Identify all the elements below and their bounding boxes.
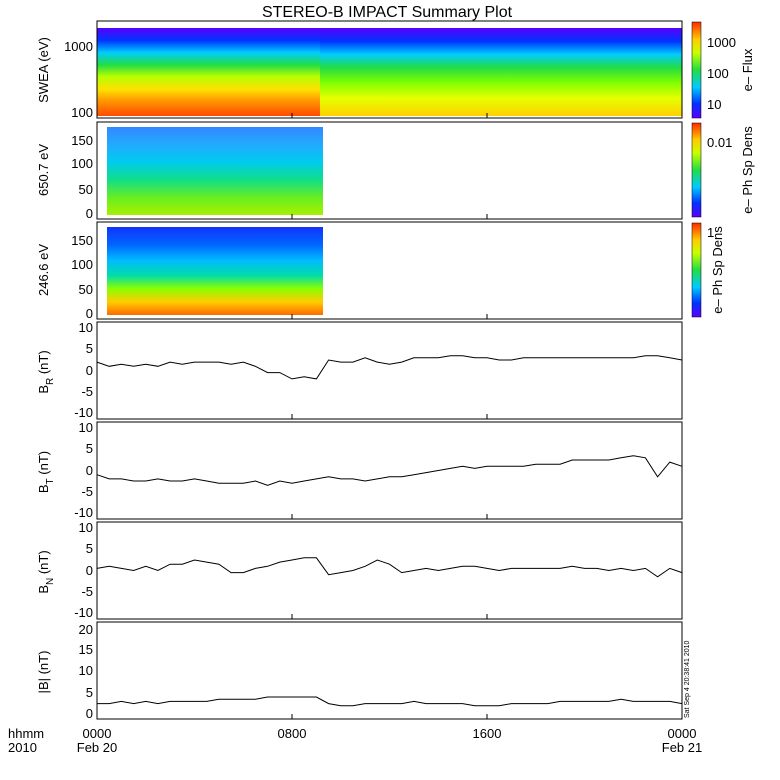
swea-frame <box>96 20 683 119</box>
bmag-frame <box>96 621 683 720</box>
x-tick-label: 0000 <box>668 726 697 741</box>
pad650-ytick: 150 <box>71 133 93 148</box>
bn-ytick: 10 <box>79 520 93 535</box>
bt-ylabel: BT (nT) <box>36 451 56 493</box>
swea-spectrogram-early <box>97 28 320 116</box>
bt-ytick: -10 <box>74 505 93 520</box>
pad246-ylabel: 246.6 eV <box>36 244 51 296</box>
pad650-cbar-tick: 0.01 <box>707 135 732 150</box>
br-ytick: -10 <box>74 405 93 420</box>
x-tick-label: 0000 <box>83 726 112 741</box>
bmag-ytick: 0 <box>86 706 93 721</box>
br-ytick: -5 <box>81 384 93 399</box>
swea-cbar-tick: 10 <box>707 97 721 112</box>
x-tick-date-label: Feb 21 <box>662 740 702 755</box>
x-tick-label: 0800 <box>278 726 307 741</box>
br-frame <box>96 321 683 420</box>
bt-frame <box>96 421 683 520</box>
panel-swea: SWEA (eV) 1000 100 1000 100 10 e– Flux <box>36 20 755 120</box>
bn-frame <box>96 521 683 620</box>
pad650-ytick: 0 <box>86 206 93 221</box>
bmag-ytick: 10 <box>79 663 93 678</box>
bn-ylabel: BN (nT) <box>36 550 56 593</box>
bt-ytick: 5 <box>86 441 93 456</box>
bt-trace <box>96 455 683 486</box>
pad246-ytick: 50 <box>79 282 93 297</box>
swea-ylabel: SWEA (eV) <box>36 37 51 103</box>
panel-pad-650: 650.7 eV 150 100 50 0 0.01 e– Ph Sp Dens <box>36 121 755 221</box>
pad246-ytick: 0 <box>86 306 93 321</box>
swea-ytick: 100 <box>71 105 93 120</box>
bt-ytick: -5 <box>81 484 93 499</box>
pad650-frame <box>96 121 683 220</box>
br-ylabel-sub: R <box>45 378 56 385</box>
bmag-ylabel: |B| (nT) <box>36 651 51 694</box>
bn-ylabel-sub: N <box>45 578 56 585</box>
pad246-ytick: 150 <box>71 233 93 248</box>
br-ytick: 0 <box>86 363 93 378</box>
br-ytick: 10 <box>79 320 93 335</box>
bt-ytick: 10 <box>79 420 93 435</box>
panel-bn: BN (nT) 10 5 0 -5 -10 <box>36 520 683 620</box>
pad246-frame <box>96 221 683 320</box>
swea-cbar-tick: 1000 <box>707 35 736 50</box>
bn-ytick: -10 <box>74 605 93 620</box>
br-ylabel-main: B <box>36 385 51 394</box>
bt-ylabel-sub: T <box>45 478 56 484</box>
br-ylabel: BR (nT) <box>36 350 56 393</box>
pad650-cbar-label: e– Ph Sp Dens <box>740 126 755 214</box>
pad650-ytick: 100 <box>71 156 93 171</box>
br-ytick: 5 <box>86 341 93 356</box>
bn-ytick: 5 <box>86 541 93 556</box>
x-axis-left-label-1: hhmm <box>8 726 44 741</box>
pad650-colorbar <box>691 122 702 218</box>
panel-bt: BT (nT) 10 5 0 -5 -10 <box>36 420 683 520</box>
bmag-ytick: 15 <box>79 642 93 657</box>
x-axis-left-label-2: 2010 <box>8 740 37 755</box>
x-tick-label: 1600 <box>473 726 502 741</box>
bn-ytick: -5 <box>81 584 93 599</box>
bt-ylabel-main: B <box>36 484 51 493</box>
bn-ytick: 0 <box>86 563 93 578</box>
br-ylabel-unit: (nT) <box>36 350 51 377</box>
pad246-colorbar <box>691 222 702 318</box>
pad246-ytick: 100 <box>71 257 93 272</box>
plot-title: STEREO-B IMPACT Summary Plot <box>262 4 513 21</box>
bmag-trace <box>97 696 683 707</box>
br-trace <box>96 355 683 380</box>
swea-colorbar <box>691 21 702 119</box>
bn-ylabel-main: B <box>36 585 51 594</box>
x-tick-date-label: Feb 20 <box>77 740 117 755</box>
swea-ytick: 1000 <box>64 39 93 54</box>
bmag-ytick: 5 <box>86 685 93 700</box>
swea-cbar-tick: 100 <box>707 66 729 81</box>
panel-pad-246: 246.6 eV 150 100 50 0 1 e– Ph Sp Dens <box>36 221 725 321</box>
bmag-ytick: 20 <box>79 622 93 637</box>
bn-ylabel-unit: (nT) <box>36 550 51 577</box>
pad246-cbar-label: e– Ph Sp Dens <box>710 226 725 314</box>
swea-spectrogram-late <box>320 28 682 116</box>
bt-ylabel-unit: (nT) <box>36 451 51 478</box>
panel-br: BR (nT) 10 5 0 -5 -10 <box>36 320 683 420</box>
swea-cbar-label: e– Flux <box>740 48 755 91</box>
bt-ytick: 0 <box>86 463 93 478</box>
bn-trace <box>96 557 683 578</box>
pad246-spectrogram <box>107 227 323 315</box>
panel-bmag: |B| (nT) 20 15 10 5 0 Sat Sep 4 20:38:41… <box>36 621 691 721</box>
pad650-ytick: 50 <box>79 182 93 197</box>
timestamp-stamp: Sat Sep 4 20:38:41 2010 <box>684 640 691 718</box>
pad650-spectrogram <box>107 127 323 215</box>
pad650-ylabel: 650.7 eV <box>36 144 51 196</box>
pad246-cbar-tick: 1 <box>707 225 714 240</box>
